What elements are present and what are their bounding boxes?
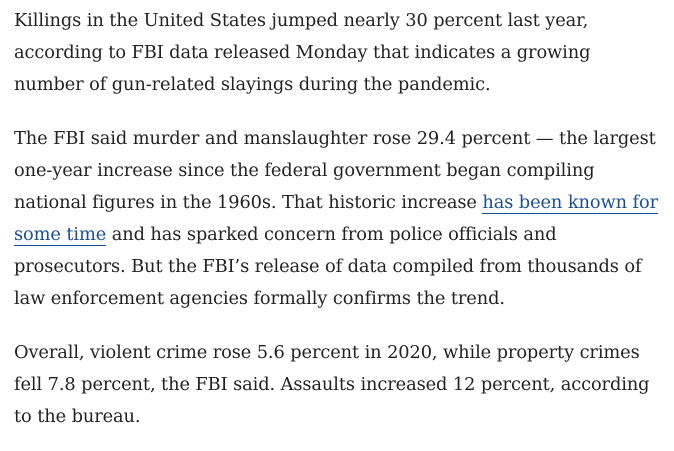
- paragraph-2: The FBI said murder and manslaughter ros…: [14, 123, 660, 315]
- has-been-known-link[interactable]: has been known for some time: [14, 192, 658, 246]
- paragraph-2-text-before-link: The FBI said murder and manslaughter ros…: [14, 128, 656, 213]
- paragraph-2-text-after-link: and has sparked concern from police offi…: [14, 224, 642, 309]
- paragraph-3-text: Overall, violent crime rose 5.6 percent …: [14, 342, 650, 427]
- paragraph-1: Killings in the United States jumped nea…: [14, 5, 660, 101]
- paragraph-3: Overall, violent crime rose 5.6 percent …: [14, 337, 660, 433]
- paragraph-1-text: Killings in the United States jumped nea…: [14, 10, 591, 95]
- article-body: Killings in the United States jumped nea…: [14, 5, 660, 433]
